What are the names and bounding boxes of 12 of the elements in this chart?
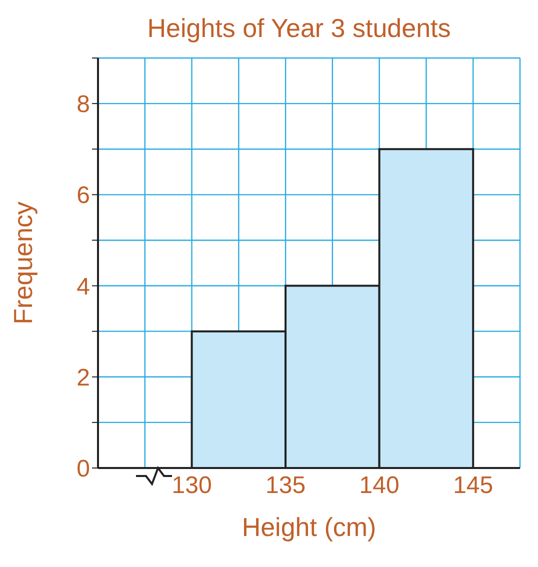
x-tick-label: 140 <box>359 472 400 500</box>
y-tick-label: 6 <box>76 182 90 210</box>
x-tick-label: 130 <box>172 472 212 500</box>
y-axis-title: Frequency <box>8 202 38 324</box>
x-tick-label: 145 <box>453 472 494 500</box>
y-tick-label: 0 <box>76 456 90 483</box>
y-tick-label: 4 <box>76 273 90 300</box>
y-tick-label: 2 <box>76 364 90 392</box>
x-tick-label: 135 <box>266 472 306 500</box>
x-axis-title: Height (cm) <box>242 512 376 542</box>
y-tick-label: 8 <box>76 91 90 118</box>
chart-title: Heights of Year 3 students <box>146 12 452 45</box>
